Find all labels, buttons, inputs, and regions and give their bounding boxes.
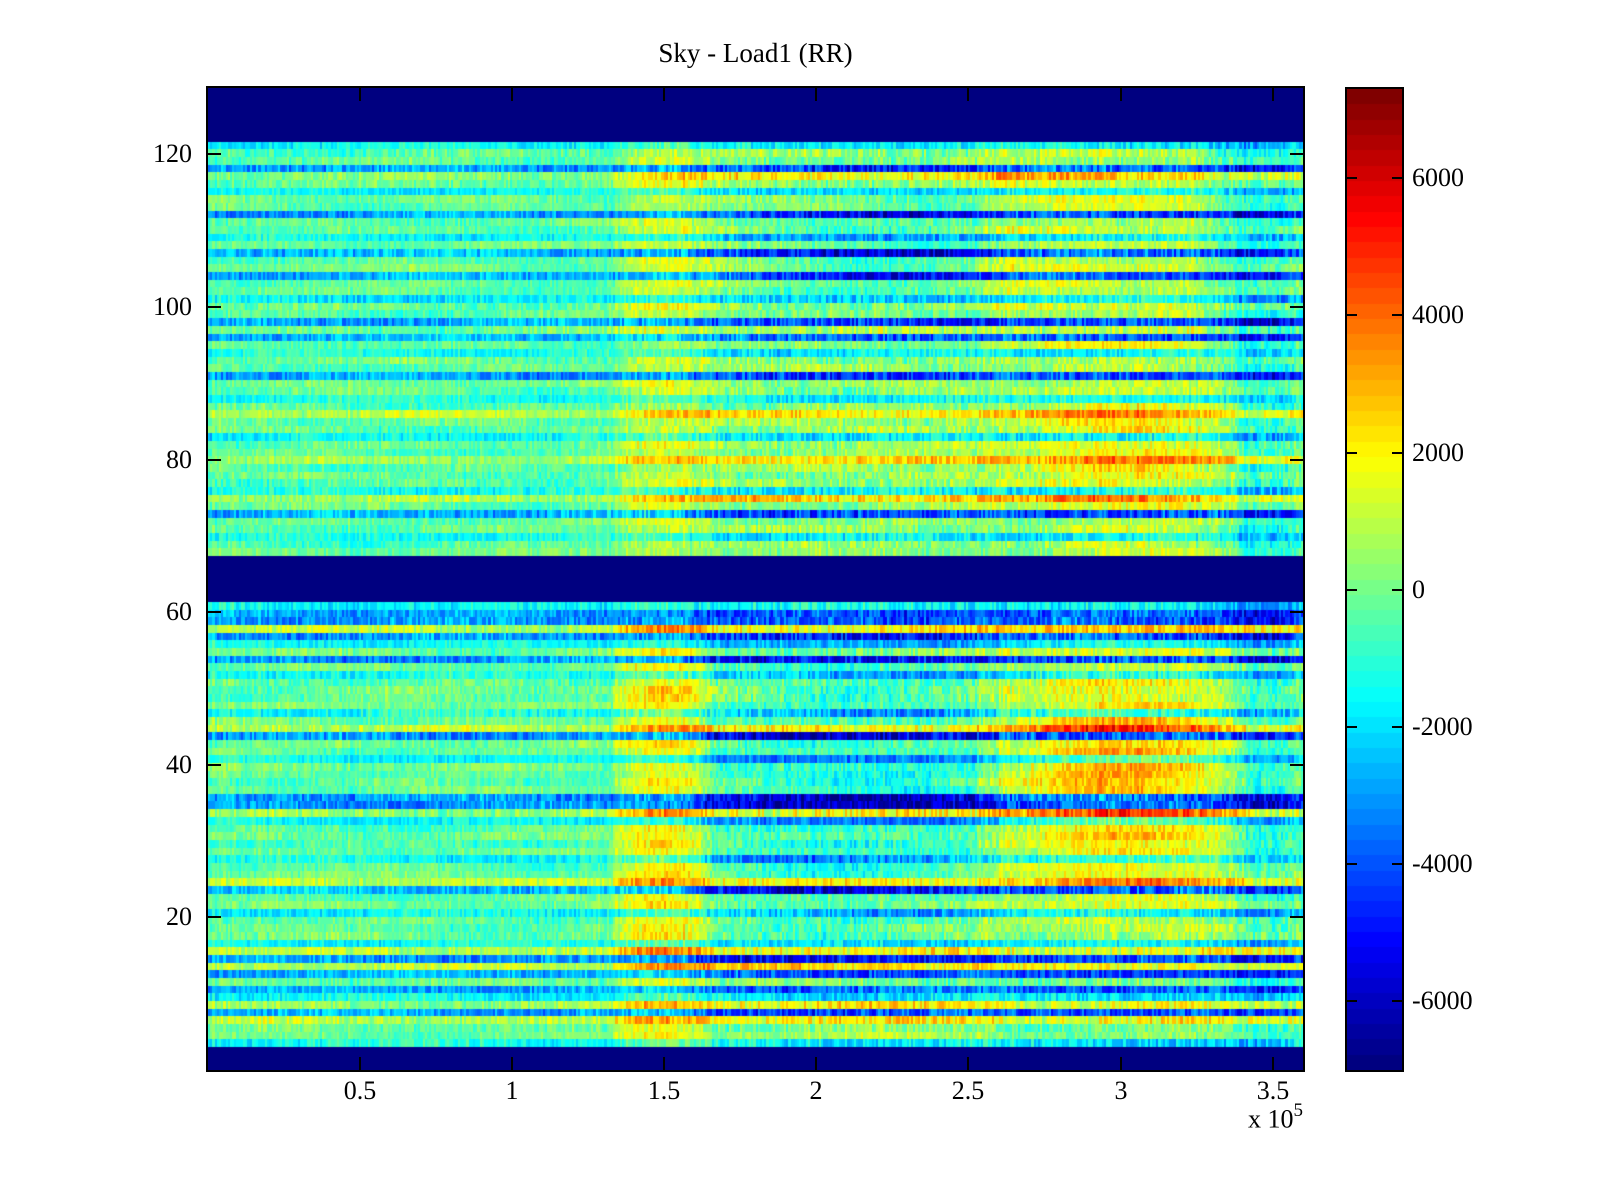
x-tick-top [967,88,969,101]
x-tick [815,1057,817,1070]
x-tick-label: 3 [1114,1076,1128,1105]
y-tick-label: 60 [166,597,192,626]
heatmap-canvas [208,88,1303,1070]
x-tick-top [359,88,361,101]
chart-title: Sky - Load1 (RR) [658,38,853,68]
colorbar-tick-label: -2000 [1412,712,1473,741]
y-tick-right [1290,764,1303,766]
colorbar-tick-label: 0 [1412,575,1425,604]
y-tick-right [1290,459,1303,461]
colorbar-tick [1347,726,1357,728]
x-axis-exponent: x 105 [1150,1100,1304,1135]
colorbar-tick-label: -4000 [1412,849,1473,878]
y-tick [208,306,221,308]
x-tick-label: 3.5 [1256,1076,1290,1105]
y-tick-right [1290,306,1303,308]
colorbar-tick-right [1392,726,1402,728]
x-tick-top [663,88,665,101]
y-tick-label: 40 [166,750,192,779]
x-axis-exponent-value: 5 [1293,1100,1304,1121]
colorbar-tick-right [1392,589,1402,591]
y-tick [208,916,221,918]
x-tick-label: 1.5 [647,1076,681,1105]
x-tick-label: 1 [505,1076,519,1105]
colorbar-tick-label: -6000 [1412,986,1473,1015]
y-tick-label: 120 [153,139,192,168]
x-tick [511,1057,513,1070]
y-tick-label: 80 [166,445,192,474]
y-tick-label: 20 [166,902,192,931]
y-tick [208,611,221,613]
colorbar-tick-right [1392,177,1402,179]
colorbar-tick [1347,314,1357,316]
colorbar-canvas [1347,89,1402,1070]
x-axis-exponent-prefix: x 10 [1248,1104,1294,1134]
y-tick-label: 100 [153,292,192,321]
x-tick-top [511,88,513,101]
colorbar-tick-right [1392,1000,1402,1002]
colorbar-tick-label: 2000 [1412,438,1464,467]
colorbar-tick-label: 6000 [1412,163,1464,192]
y-tick-right [1290,153,1303,155]
colorbar-tick-right [1392,863,1402,865]
colorbar-tick [1347,1000,1357,1002]
x-tick [359,1057,361,1070]
x-tick [1272,1057,1274,1070]
colorbar-tick [1347,177,1357,179]
x-tick [967,1057,969,1070]
colorbar-tick-right [1392,314,1402,316]
x-tick-label: 2.5 [951,1076,985,1105]
colorbar-tick-label: 4000 [1412,300,1464,329]
colorbar-tick [1347,452,1357,454]
x-tick-top [1120,88,1122,101]
y-tick [208,764,221,766]
colorbar-tick-right [1392,452,1402,454]
y-tick-right [1290,916,1303,918]
x-tick [663,1057,665,1070]
y-tick-right [1290,611,1303,613]
y-tick [208,459,221,461]
y-tick [208,153,221,155]
x-tick-top [815,88,817,101]
x-tick-label: 2 [809,1076,823,1105]
x-tick [1120,1057,1122,1070]
x-tick-label: 0.5 [343,1076,377,1105]
colorbar-tick [1347,589,1357,591]
colorbar-border [1345,87,1404,1072]
colorbar-tick [1347,863,1357,865]
x-tick-top [1272,88,1274,101]
plot-border [206,86,1305,1072]
